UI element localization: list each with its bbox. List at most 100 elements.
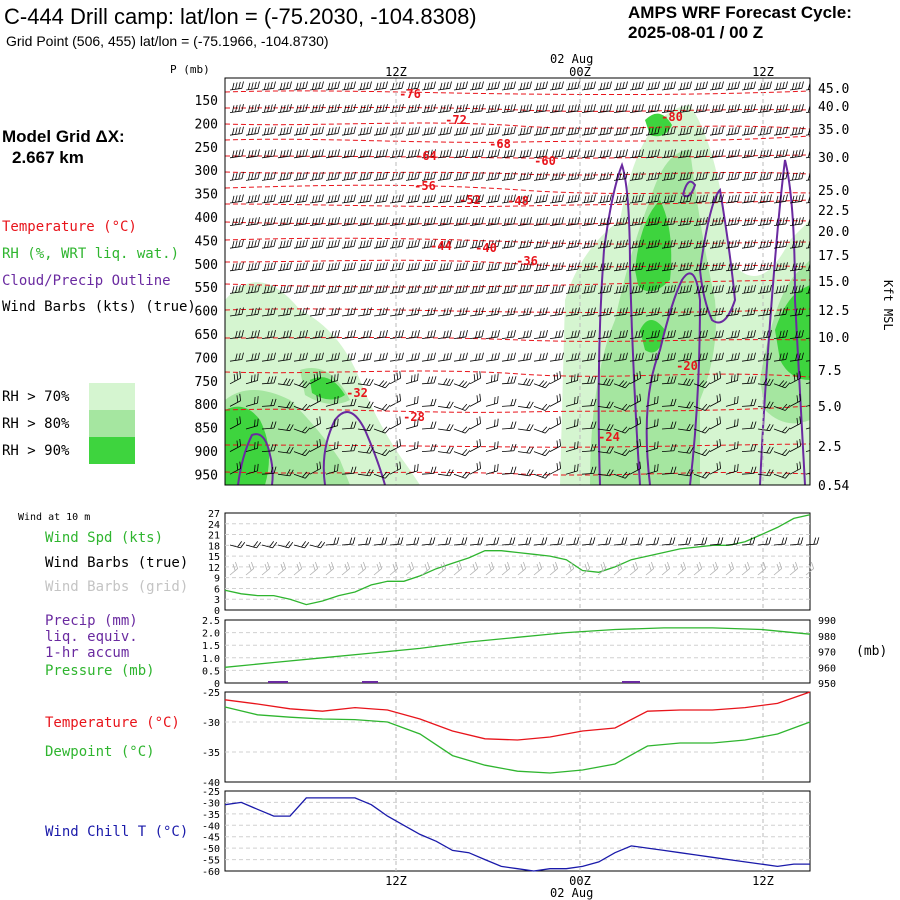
height-tick: 7.5 bbox=[818, 364, 841, 379]
wind-barb bbox=[645, 561, 655, 576]
wind-barb bbox=[325, 352, 340, 362]
isotherm-label: -80 bbox=[661, 110, 683, 124]
wind-barb bbox=[405, 537, 420, 546]
y-tick-right: 950 bbox=[818, 679, 836, 690]
wind-barb bbox=[725, 330, 740, 339]
rh90-region bbox=[635, 200, 672, 292]
isotherm-label: -48 bbox=[507, 194, 529, 208]
legend-rh70: RH > 70% bbox=[2, 389, 70, 405]
wind-barb bbox=[485, 396, 499, 407]
top-time-ticks: 12Z 00Z 12Z bbox=[385, 65, 774, 79]
wind-barb bbox=[469, 284, 484, 294]
wind-barb bbox=[421, 262, 436, 272]
pressure-tick: 350 bbox=[195, 188, 218, 203]
wind-barb bbox=[629, 330, 644, 339]
wind-barb bbox=[293, 81, 308, 91]
wind-barb bbox=[293, 217, 308, 226]
wind-barb bbox=[805, 472, 810, 475]
cloud-outline bbox=[237, 433, 274, 485]
wind-barb bbox=[661, 239, 676, 249]
wind-barb bbox=[613, 239, 628, 249]
wind-barb bbox=[789, 81, 804, 91]
wind-barb bbox=[565, 463, 579, 475]
wind-barb bbox=[437, 262, 452, 272]
wind-barb bbox=[293, 471, 311, 479]
wind-barb bbox=[549, 149, 564, 159]
wind-barb bbox=[373, 149, 388, 159]
y-tick: -50 bbox=[202, 844, 220, 855]
wind-barb bbox=[469, 239, 484, 249]
y-tick: 1.5 bbox=[202, 641, 220, 652]
top-time-tick: 12Z bbox=[752, 65, 774, 79]
wind-barb bbox=[293, 403, 311, 411]
rh90-region bbox=[640, 320, 665, 353]
wind-barb bbox=[357, 469, 374, 477]
wind-barb bbox=[357, 378, 374, 386]
cloud-outline bbox=[597, 162, 641, 485]
main-panel-plot bbox=[225, 78, 810, 485]
wind-barb bbox=[357, 446, 374, 454]
wind-barb bbox=[725, 194, 740, 204]
wind-barb bbox=[533, 104, 548, 113]
wind-barb bbox=[581, 284, 596, 294]
wind-barb bbox=[517, 423, 534, 432]
wind-barb bbox=[661, 81, 676, 91]
wind-barb bbox=[437, 352, 452, 362]
wind-barb bbox=[629, 537, 644, 546]
wind-barb bbox=[613, 262, 628, 272]
wind-barb bbox=[389, 126, 404, 136]
wind-barb bbox=[693, 537, 708, 546]
wind-barb bbox=[645, 330, 660, 339]
wind-barb bbox=[469, 307, 484, 317]
wind-barb bbox=[549, 416, 561, 430]
wind-barb bbox=[613, 403, 631, 411]
wind-barb bbox=[389, 307, 404, 317]
wind-barb bbox=[501, 171, 516, 181]
wind-barb bbox=[597, 401, 614, 409]
wind-barb bbox=[597, 217, 612, 226]
pressure-tick: 950 bbox=[195, 468, 218, 483]
wind-barb bbox=[373, 284, 388, 294]
wind-barb bbox=[309, 541, 326, 549]
wind-barb bbox=[357, 401, 374, 409]
wind-barb bbox=[405, 441, 419, 452]
wind-barb bbox=[597, 239, 612, 249]
wind-barb bbox=[773, 126, 788, 136]
wind-barb bbox=[693, 171, 708, 181]
wind-barb bbox=[613, 104, 628, 113]
wind-barb bbox=[325, 373, 339, 385]
wind-barb bbox=[245, 561, 255, 576]
wind-barb bbox=[661, 376, 677, 385]
wind-barb bbox=[357, 561, 367, 576]
pressure-tick: 500 bbox=[195, 258, 218, 273]
isotherm bbox=[225, 443, 810, 448]
wind-barb bbox=[805, 382, 810, 385]
wind-barb bbox=[277, 171, 292, 181]
legend-pressure: Pressure (mb) bbox=[45, 663, 155, 679]
wind-barb bbox=[517, 81, 532, 91]
wind-barb bbox=[325, 441, 339, 452]
wind-barb bbox=[309, 194, 324, 204]
wind-barb bbox=[517, 469, 534, 477]
wind-barb bbox=[389, 438, 401, 452]
wind-barb bbox=[469, 149, 484, 159]
wind-barb bbox=[453, 403, 471, 411]
legend-dewpoint: Dewpoint (°C) bbox=[45, 744, 155, 760]
wind-barb bbox=[421, 537, 436, 546]
wind-barb bbox=[613, 561, 623, 576]
wind-barb bbox=[629, 561, 639, 576]
wind-barb bbox=[709, 126, 724, 136]
wind-barb bbox=[501, 561, 511, 576]
y-tick: -55 bbox=[202, 856, 220, 867]
wind-barb bbox=[357, 149, 372, 159]
wind-barb bbox=[549, 126, 564, 136]
panel-frame bbox=[224, 619, 811, 684]
wind-barb bbox=[613, 471, 631, 479]
wind-barb bbox=[677, 307, 692, 317]
wind-barb bbox=[677, 239, 692, 249]
wind-barb bbox=[421, 104, 436, 113]
wind-barb bbox=[485, 463, 499, 475]
wind-barb bbox=[325, 330, 340, 339]
isotherm-label: -52 bbox=[459, 193, 481, 207]
wind-barb bbox=[277, 126, 292, 136]
